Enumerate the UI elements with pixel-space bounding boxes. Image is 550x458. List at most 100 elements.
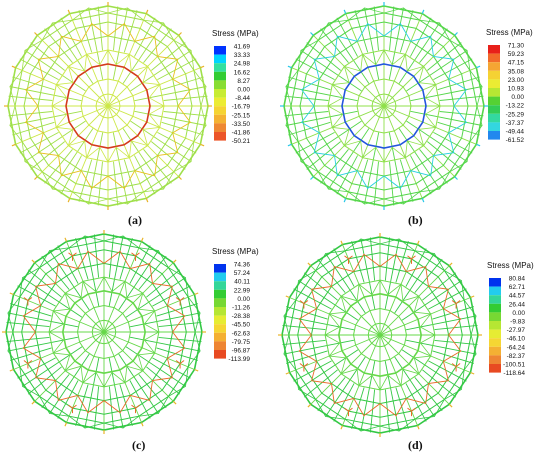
radial-member: [345, 105, 385, 199]
legend-swatch: [214, 97, 226, 107]
support-marker: [11, 65, 16, 69]
connector-member: [131, 252, 140, 261]
ring-member: [352, 307, 408, 363]
radial-member: [336, 155, 358, 195]
radial-member: [17, 357, 56, 379]
radial-member: [320, 149, 349, 184]
radial-member: [439, 95, 484, 101]
legend-swatch: [488, 79, 500, 88]
support-marker: [140, 237, 144, 242]
caption-d: (d): [408, 438, 423, 452]
legend-swatch: [488, 88, 500, 97]
legend-swatch: [489, 303, 501, 313]
radial-member: [34, 262, 105, 333]
radial-member: [125, 277, 186, 318]
radial-member: [78, 10, 93, 53]
bracing-member: [9, 7, 207, 205]
legend-tick-label: -100.51: [503, 362, 525, 369]
radial-member: [406, 50, 468, 92]
radial-member: [129, 380, 151, 419]
support-marker: [310, 176, 314, 180]
connector-member: [175, 297, 185, 306]
legend-swatch: [214, 272, 226, 282]
ring-member: [341, 63, 427, 149]
radial-member: [69, 105, 109, 199]
radial-member: [428, 288, 467, 310]
radial-member: [320, 28, 349, 63]
radial-member: [112, 7, 128, 80]
radial-member: [286, 306, 328, 320]
radial-member: [15, 105, 109, 145]
legend-tick-label: 59.23: [508, 51, 525, 58]
legend-tick-label: 35.08: [508, 68, 525, 75]
radial-member: [130, 120, 192, 162]
legend-tick-label: -96.87: [232, 348, 251, 355]
radial-member: [108, 234, 115, 278]
radial-member: [379, 297, 471, 336]
ring-member: [297, 252, 463, 418]
radial-member: [283, 315, 355, 331]
ring-member: [91, 319, 117, 345]
radial-member: [405, 339, 477, 355]
radial-member: [157, 132, 197, 154]
radial-member: [19, 58, 59, 80]
radial-member: [283, 339, 355, 355]
radial-member: [433, 132, 473, 154]
radial-member: [138, 374, 167, 409]
radial-member: [108, 235, 124, 307]
radial-member: [30, 141, 65, 170]
radial-member: [351, 241, 365, 283]
bracing-member: [300, 22, 468, 190]
ring-member: [337, 292, 423, 378]
legend-tick-label: 0.00: [237, 87, 250, 94]
radial-member: [84, 235, 100, 307]
radial-member: [52, 22, 94, 84]
radial-member: [432, 350, 474, 364]
legend-tick-label: 0.00: [511, 94, 524, 101]
radial-member: [379, 265, 450, 336]
legend-swatch: [489, 329, 501, 339]
legend-swatch: [214, 80, 226, 89]
legend-tick-label: -27.97: [507, 327, 526, 334]
radial-member: [394, 356, 435, 417]
radial-member: [369, 237, 376, 281]
legend-swatch: [214, 123, 226, 132]
radial-member: [405, 248, 427, 287]
radial-member: [434, 324, 478, 331]
legend-swatch: [214, 324, 226, 333]
legend-swatch: [489, 312, 501, 321]
radial-member: [285, 86, 358, 102]
legend-tick-label: -41.86: [232, 130, 251, 137]
connector-member: [68, 404, 77, 414]
radial-member: [9, 110, 82, 126]
legend-tick-label: 33.33: [234, 52, 251, 59]
support-marker: [416, 240, 420, 245]
legend-swatch: [488, 53, 500, 63]
legend-swatch: [214, 106, 226, 115]
support-marker: [172, 259, 177, 264]
radial-member: [97, 161, 103, 206]
legend-tick-label: -82.37: [507, 353, 526, 360]
ring-member: [371, 93, 397, 119]
legend-swatch: [488, 62, 500, 71]
radial-member: [19, 132, 59, 154]
radial-member: [306, 141, 341, 170]
radial-member: [405, 383, 427, 422]
connector-member: [344, 407, 353, 417]
radial-member: [6, 321, 50, 328]
panel-c: Stress (MPa) 74.36 57.24 40.11 22.99 0.00 -11.…: [0, 228, 275, 438]
radial-member: [298, 349, 359, 390]
ring-member: [23, 21, 193, 191]
legend-tick-label: 40.11: [234, 279, 250, 286]
radial-member: [293, 288, 332, 310]
support-marker: [285, 295, 290, 299]
bracing-member: [285, 7, 483, 205]
radial-member: [317, 377, 346, 412]
radial-member: [395, 241, 409, 283]
support-marker: [287, 65, 292, 69]
radial-member: [336, 17, 358, 57]
radial-member: [360, 238, 376, 310]
legend-swatch: [214, 89, 226, 98]
support-marker: [200, 65, 205, 69]
radial-member: [57, 380, 79, 419]
